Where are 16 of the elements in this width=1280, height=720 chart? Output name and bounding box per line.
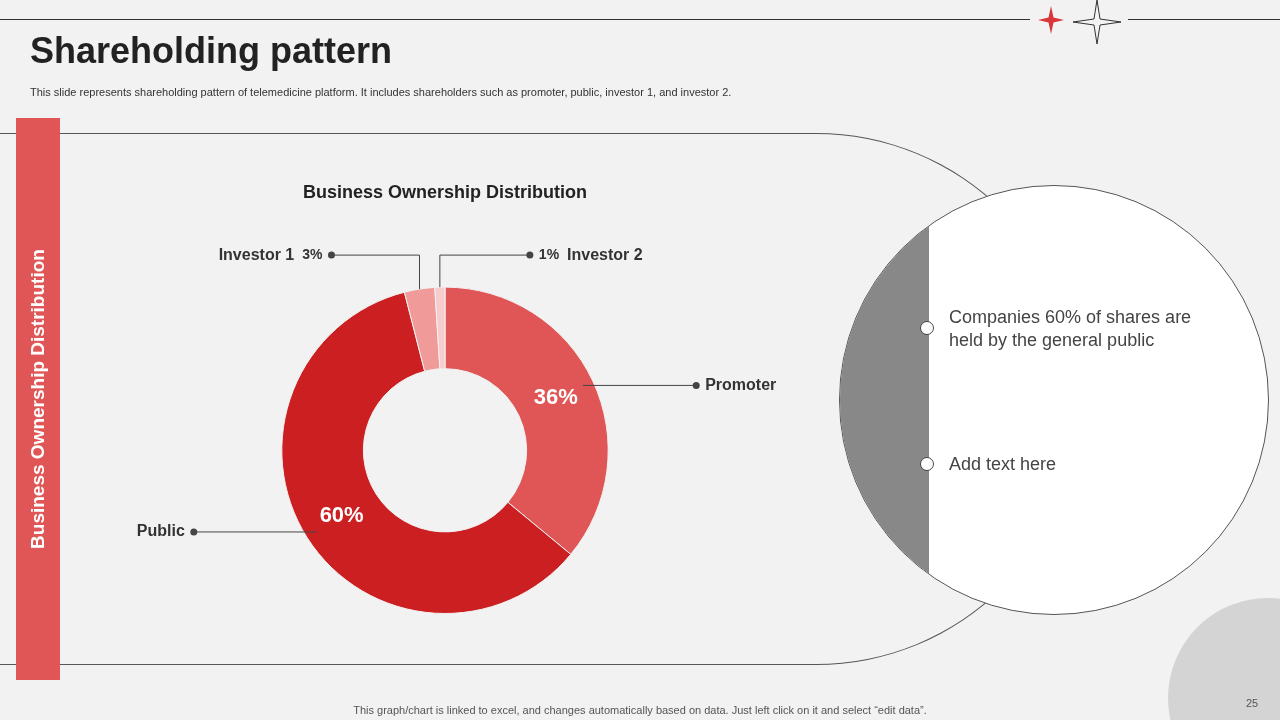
data-label: 36% [533, 384, 578, 410]
data-label: 60% [319, 501, 364, 527]
slice-label: Public [136, 522, 185, 540]
chart-title: Business Ownership Distribution [302, 181, 588, 202]
data-label: 3% [302, 245, 324, 262]
slice-label: Investor 2 [567, 245, 643, 263]
text: This graph/chart is linked to excel, and changes automatically based on data. Just left click on it and select “edit data”. [353, 704, 927, 716]
text: This slide represents shareholding pattern of telemedicine platform. It includes shareholders such as promoter, public, investor 1, and investor 2. [30, 86, 732, 98]
text: Companies 60% of shares are held by the general public [949, 306, 1193, 352]
slice-label: Promoter [705, 375, 777, 393]
text: 25 [1246, 697, 1259, 709]
text: Shareholding pattern [30, 30, 393, 72]
text: Add text here [949, 454, 1057, 475]
text: Business Ownership Distribution [27, 249, 49, 549]
data-label: 1% [538, 245, 560, 262]
slice-label: Investor 1 [218, 245, 295, 263]
